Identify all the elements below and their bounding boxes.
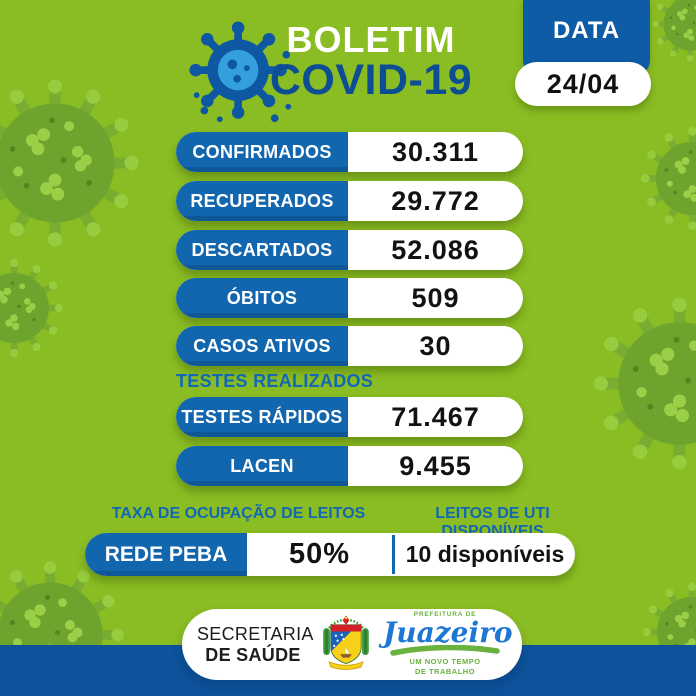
stat-label: CONFIRMADOS [176,132,348,172]
stat-row-casos-ativos: CASOS ATIVOS 30 [176,326,523,366]
beds-occupancy-value: 50% [288,538,351,570]
coat-of-arms-icon [323,614,369,670]
stat-row-recuperados: RECUPERADOS 29.772 [176,181,523,221]
test-row-lacen: LACEN 9.455 [176,446,523,486]
beds-row: REDE PEBA 50% 10 disponíveis [85,533,575,576]
virus-decoration [0,78,140,248]
stat-value: 509 [411,282,460,313]
secretaria-block: SECRETARIA DE SAÚDE [197,623,314,665]
tagline-line2: DE TRABALHO [414,667,476,677]
test-value: 9.455 [399,450,472,481]
footer-bar: SECRETARIA DE SAÚDE PREFEITURA DE Juaze [182,609,522,680]
beds-occupancy-title: TAXA DE OCUPAÇÃO DE LEITOS [111,505,366,522]
swoosh-underline [390,645,500,656]
title-covid19: COVID-19 [269,56,473,104]
stat-row-obitos: ÓBITOS 509 [176,278,523,318]
virus-decoration [592,296,696,471]
stat-value: 30 [419,330,452,361]
beds-row-label: REDE PEBA [85,533,247,576]
test-value: 71.467 [391,401,480,432]
prefeitura-label: PREFEITURA DE [413,610,477,618]
stat-row-descartados: DESCARTADOS 52.086 [176,230,523,270]
stat-label: CASOS ATIVOS [176,326,348,366]
stat-value: 29.772 [391,185,480,216]
title-boletim: BOLETIM [286,19,456,60]
test-label: TESTES RÁPIDOS [176,397,348,437]
tagline-line1: UM NOVO TEMPO [409,657,481,667]
stat-value: 52.086 [391,234,480,265]
stat-label: DESCARTADOS [176,230,348,270]
date-value: 24/04 [515,62,651,106]
beds-uti-value: 10 disponíveis [405,541,565,567]
page-title: BOLETIM COVID-19 [264,22,478,103]
test-label: LACEN [176,446,348,486]
test-row-rapidos: TESTES RÁPIDOS 71.467 [176,397,523,437]
date-label: DATA [552,17,621,44]
stat-label: RECUPERADOS [176,181,348,221]
virus-decoration [652,0,696,62]
tests-section-title: TESTES REALIZADOS [176,371,374,391]
stat-label: ÓBITOS [176,278,348,318]
city-name: Juazeiro [383,616,513,650]
secretaria-line1: SECRETARIA [197,623,314,644]
juazeiro-logo: PREFEITURA DE Juazeiro UM NOVO TEMPO DE … [383,610,513,678]
virus-decoration [0,258,64,358]
stat-row-confirmados: CONFIRMADOS 30.311 [176,132,523,172]
virus-icon [189,21,292,123]
virus-decoration [640,126,696,231]
secretaria-line2: DE SAÚDE [205,644,301,665]
stat-value: 30.311 [391,136,480,167]
beds-divider [392,535,395,574]
